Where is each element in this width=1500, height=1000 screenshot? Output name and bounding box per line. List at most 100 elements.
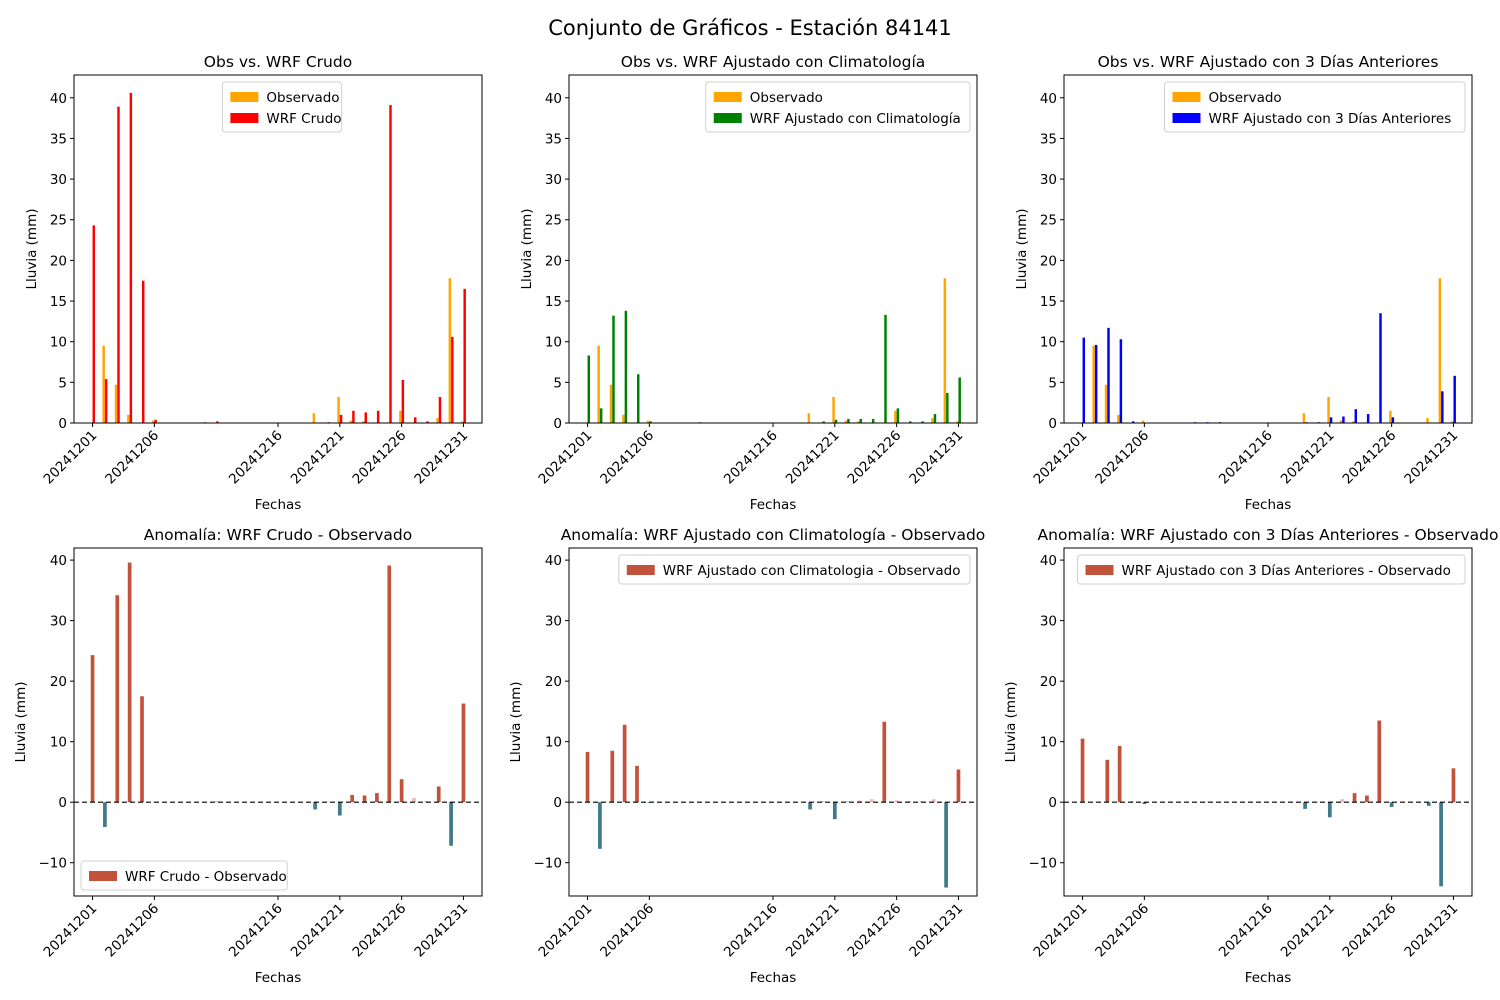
anomaly-bar-20241206 (1142, 802, 1147, 805)
x-tick-label: 20241231 (906, 901, 966, 961)
chart-panel-1: 0 5 10 15 20 25 30 35 40 20241201 20241206 20241216… (24, 53, 483, 513)
x-axis-label: Fechas (1245, 497, 1292, 513)
bar-wrf_crudo-20241230 (451, 336, 454, 423)
bar-wrf_crudo-20241202 (104, 379, 108, 423)
anomaly-bar-20241219 (1303, 802, 1307, 809)
legend-swatch (89, 871, 117, 881)
bar-observado-20241223 (362, 421, 365, 423)
y-tick-label: 20 (50, 253, 67, 269)
x-tick-label: 20241216 (226, 428, 286, 488)
anomaly-bar-20241224 (375, 793, 379, 803)
bar-wrf_crudo-20241211 (216, 421, 219, 423)
bar-observado-20241204 (622, 414, 625, 423)
bar-wrf_clim-20241204 (624, 310, 628, 423)
x-tick-label: 20241201 (535, 428, 595, 488)
x-tick-label: 20241226 (1340, 901, 1400, 961)
y-tick-label: 25 (1040, 213, 1057, 229)
anomaly-bar-20241225 (882, 721, 887, 803)
legend-label: Observado (1209, 90, 1282, 106)
y-tick-label: 40 (1040, 91, 1057, 107)
bar-observado-20241221 (337, 396, 340, 423)
legend-label: Observado (266, 90, 339, 106)
anomaly-bar-20241229 (931, 799, 936, 803)
y-tick-label: 30 (1040, 172, 1057, 188)
chart-panel-2: 0 5 10 15 20 25 30 35 40 20241201 20241206 20241216… (519, 53, 978, 513)
bar-wrf_clim-20241221 (834, 419, 838, 423)
y-tick-label: 0 (1048, 416, 1057, 432)
bar-observado-20241206 (646, 420, 650, 423)
bar-wrf_clim-20241226 (896, 408, 900, 423)
chart-title: Anomalía: WRF Crudo - Observado (144, 526, 413, 544)
bar-observado-20241221 (832, 396, 835, 423)
anomaly-bar-20241229 (1426, 802, 1431, 806)
y-tick-label: 35 (50, 131, 67, 147)
bar-wrf_clim-20241220 (822, 421, 825, 423)
y-tick-label: 20 (545, 253, 562, 269)
legend-label: WRF Crudo - Observado (125, 869, 287, 885)
bar-observado-20241231 (1450, 421, 1454, 423)
figure-title: Conjunto de Gráficos - Estación 84141 (548, 16, 952, 40)
anomaly-bar-20241225 (387, 565, 392, 803)
bar-observado-20241229 (931, 418, 934, 423)
bar-observado-20241219 (312, 413, 316, 423)
y-tick-label: 20 (1040, 674, 1057, 690)
bar-wrf_3dias-20241222 (1342, 416, 1345, 423)
bar-wrf_crudo-20241225 (389, 105, 392, 423)
axes-frame (73, 547, 483, 897)
bar-observado-20241206 (1141, 420, 1145, 423)
anomaly-bar-20241228 (919, 800, 924, 803)
anomaly-bar-20241229 (436, 786, 441, 803)
x-tick-label: 20241226 (350, 901, 410, 961)
x-tick-label: 20241231 (411, 428, 471, 488)
x-tick-label: 20241201 (1030, 901, 1090, 961)
y-tick-label: 15 (50, 294, 67, 310)
chart-title: Obs vs. WRF Ajustado con Climatología (621, 53, 926, 71)
bars (1082, 278, 1456, 423)
bars (1080, 720, 1456, 887)
x-axis-label: Fechas (255, 497, 302, 513)
legend-swatch (230, 92, 259, 102)
axes-frame (1063, 547, 1473, 897)
bar-wrf_3dias-20241231 (1453, 375, 1456, 423)
x-axis-label: Fechas (1245, 970, 1292, 986)
bar-wrf_clim-20241206 (649, 421, 652, 423)
bar-observado-20241226 (1389, 410, 1392, 423)
bar-wrf_crudo-20241231 (463, 288, 466, 423)
y-tick-label: 10 (545, 735, 562, 751)
y-tick-label: −10 (39, 856, 68, 872)
bar-wrf_clim-20241205 (637, 374, 640, 423)
y-tick-label: −10 (1029, 856, 1058, 872)
anomaly-bar-20241202 (598, 802, 602, 849)
bars (585, 721, 961, 888)
bar-wrf_3dias-20241224 (1366, 414, 1370, 423)
legend-swatch (1172, 92, 1201, 102)
y-tick-label: 40 (50, 91, 67, 107)
x-tick-label: 20241201 (40, 428, 100, 488)
x-tick-label: 20241221 (288, 428, 348, 488)
anomaly-bar-20241222 (845, 800, 850, 803)
bar-wrf_3dias-20241221 (1329, 417, 1333, 423)
x-tick-label: 20241221 (1278, 901, 1338, 961)
y-tick-label: 40 (50, 553, 67, 569)
bar-observado-20241230 (943, 278, 947, 423)
legend-label: WRF Ajustado con Climatología (750, 111, 961, 127)
y-tick-label: 30 (545, 172, 562, 188)
anomaly-bar-20241226 (1389, 802, 1394, 808)
anomaly-bar-20241219 (313, 802, 317, 810)
bar-observado-20241203 (114, 384, 118, 423)
y-tick-label: 25 (50, 213, 67, 229)
anomaly-bar-20241203 (1105, 759, 1110, 803)
bar-observado-20241231 (955, 421, 959, 423)
anomaly-bar-20241230 (449, 802, 453, 846)
bar-observado-20241230 (448, 278, 452, 423)
anomaly-bar-20241225 (1377, 720, 1382, 803)
bar-wrf_clim-20241222 (847, 418, 850, 423)
x-tick-label: 20241206 (102, 428, 162, 488)
x-tick-label: 20241206 (597, 428, 657, 488)
anomaly-bar-20241226 (399, 779, 404, 803)
anomaly-bar-20241204 (622, 724, 627, 803)
x-tick-label: 20241226 (350, 428, 410, 488)
legend: WRF Ajustado con 3 Días Anteriores - Obs… (1077, 554, 1466, 585)
chart-title: Anomalía: WRF Ajustado con Climatología … (561, 526, 986, 544)
